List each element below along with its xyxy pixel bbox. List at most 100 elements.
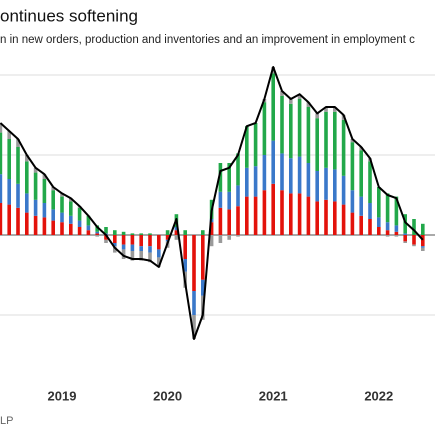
bar-segment — [306, 102, 311, 107]
bar-segment — [16, 207, 20, 235]
bar-segment — [33, 167, 38, 173]
bar-segment — [227, 191, 231, 210]
bar-segment — [95, 235, 99, 237]
bar-segment — [130, 251, 135, 261]
bar-segment — [421, 247, 425, 251]
bar-segment — [236, 185, 240, 207]
bar-segment — [333, 107, 337, 112]
bar-segment — [77, 227, 82, 235]
bar-segment — [218, 163, 223, 192]
bar-segment — [148, 233, 152, 235]
bar-segment — [421, 235, 425, 247]
bar-segment — [315, 113, 319, 119]
bar-segment — [42, 203, 47, 218]
source: LP — [0, 415, 13, 427]
bar-segment — [121, 235, 126, 245]
bar-segment — [297, 193, 302, 235]
bar-segment — [385, 193, 390, 223]
bar-segment — [236, 153, 240, 186]
bar-segment — [33, 172, 38, 200]
bar-segment — [69, 223, 73, 235]
bar-segment — [25, 161, 29, 194]
bar-segment — [7, 204, 11, 235]
bar-segment — [51, 220, 55, 235]
bar-segment — [297, 94, 302, 99]
bar-segment — [104, 235, 108, 240]
bar-segment — [95, 225, 99, 232]
bar-segment — [227, 163, 231, 192]
bar-segment — [306, 107, 311, 163]
bar-segment — [245, 126, 249, 168]
bar-segment — [148, 246, 152, 253]
bar-segment — [350, 142, 355, 191]
bar-segment — [139, 246, 143, 251]
bar-segment — [306, 163, 311, 197]
bar-segment — [139, 233, 143, 235]
bar-segment — [165, 230, 170, 235]
bar-segment — [33, 215, 38, 235]
bar-segment — [139, 251, 143, 261]
bar-segment — [315, 201, 319, 235]
bar-segment — [0, 132, 3, 175]
bar-segment — [359, 150, 363, 197]
bar-segment — [289, 103, 293, 159]
bar-segment — [280, 91, 284, 96]
bar-segment — [324, 107, 328, 112]
bar-segment — [289, 99, 293, 104]
bar-segment — [139, 235, 143, 247]
bar-segment — [394, 196, 399, 226]
chart-subtitle: n in new orders, production and inventor… — [0, 34, 415, 46]
bar-segment — [121, 244, 126, 250]
bar-segment — [236, 235, 240, 237]
bar-segment — [297, 156, 302, 194]
bar-segment — [359, 196, 363, 216]
bar-segment — [157, 249, 161, 258]
bar-segment — [174, 235, 179, 240]
bar-segment — [86, 215, 91, 226]
bar-segment — [183, 235, 187, 259]
bar-segment — [7, 131, 11, 139]
bar-segment — [218, 191, 223, 208]
bar-segment — [16, 183, 20, 208]
bar-segment — [121, 249, 126, 259]
bar-segment — [201, 279, 205, 296]
x-tick-label: 2019 — [48, 388, 77, 403]
bar-segment — [0, 123, 3, 133]
bar-segment — [25, 155, 29, 162]
bar-segment — [25, 193, 29, 213]
bar-segment — [403, 241, 407, 243]
bar-segment — [95, 233, 99, 235]
bar-segment — [333, 111, 337, 170]
bar-segment — [25, 212, 29, 235]
bar-segment — [324, 199, 328, 235]
x-tick-label: 2021 — [259, 388, 288, 403]
bar-segment — [104, 227, 108, 234]
bar-segment — [113, 243, 117, 247]
bar-segment — [280, 153, 284, 191]
bar-segment — [350, 212, 355, 235]
bar-segment — [324, 111, 328, 168]
bar-segment — [33, 199, 38, 216]
bar-segment — [385, 235, 390, 237]
total-line — [0, 66, 424, 340]
bar-segment — [77, 207, 82, 221]
bar-segment — [262, 155, 267, 191]
bar-segment — [218, 235, 223, 243]
bar-segment — [341, 175, 346, 205]
bar-segment — [218, 207, 223, 235]
bar-segment — [60, 222, 64, 235]
bar-segment — [368, 161, 372, 203]
bar-segment — [289, 193, 293, 235]
bar-segment — [192, 291, 196, 315]
bar-segment — [394, 231, 399, 235]
bar-segment — [350, 190, 355, 213]
bar-segment — [60, 196, 64, 213]
bar-segment — [130, 233, 135, 235]
bar-segment — [165, 235, 170, 240]
bar-segment — [253, 123, 258, 167]
bar-segment — [209, 222, 214, 235]
bar-segment — [86, 230, 91, 235]
bar-segment — [7, 179, 11, 205]
bar-segment — [60, 212, 64, 223]
